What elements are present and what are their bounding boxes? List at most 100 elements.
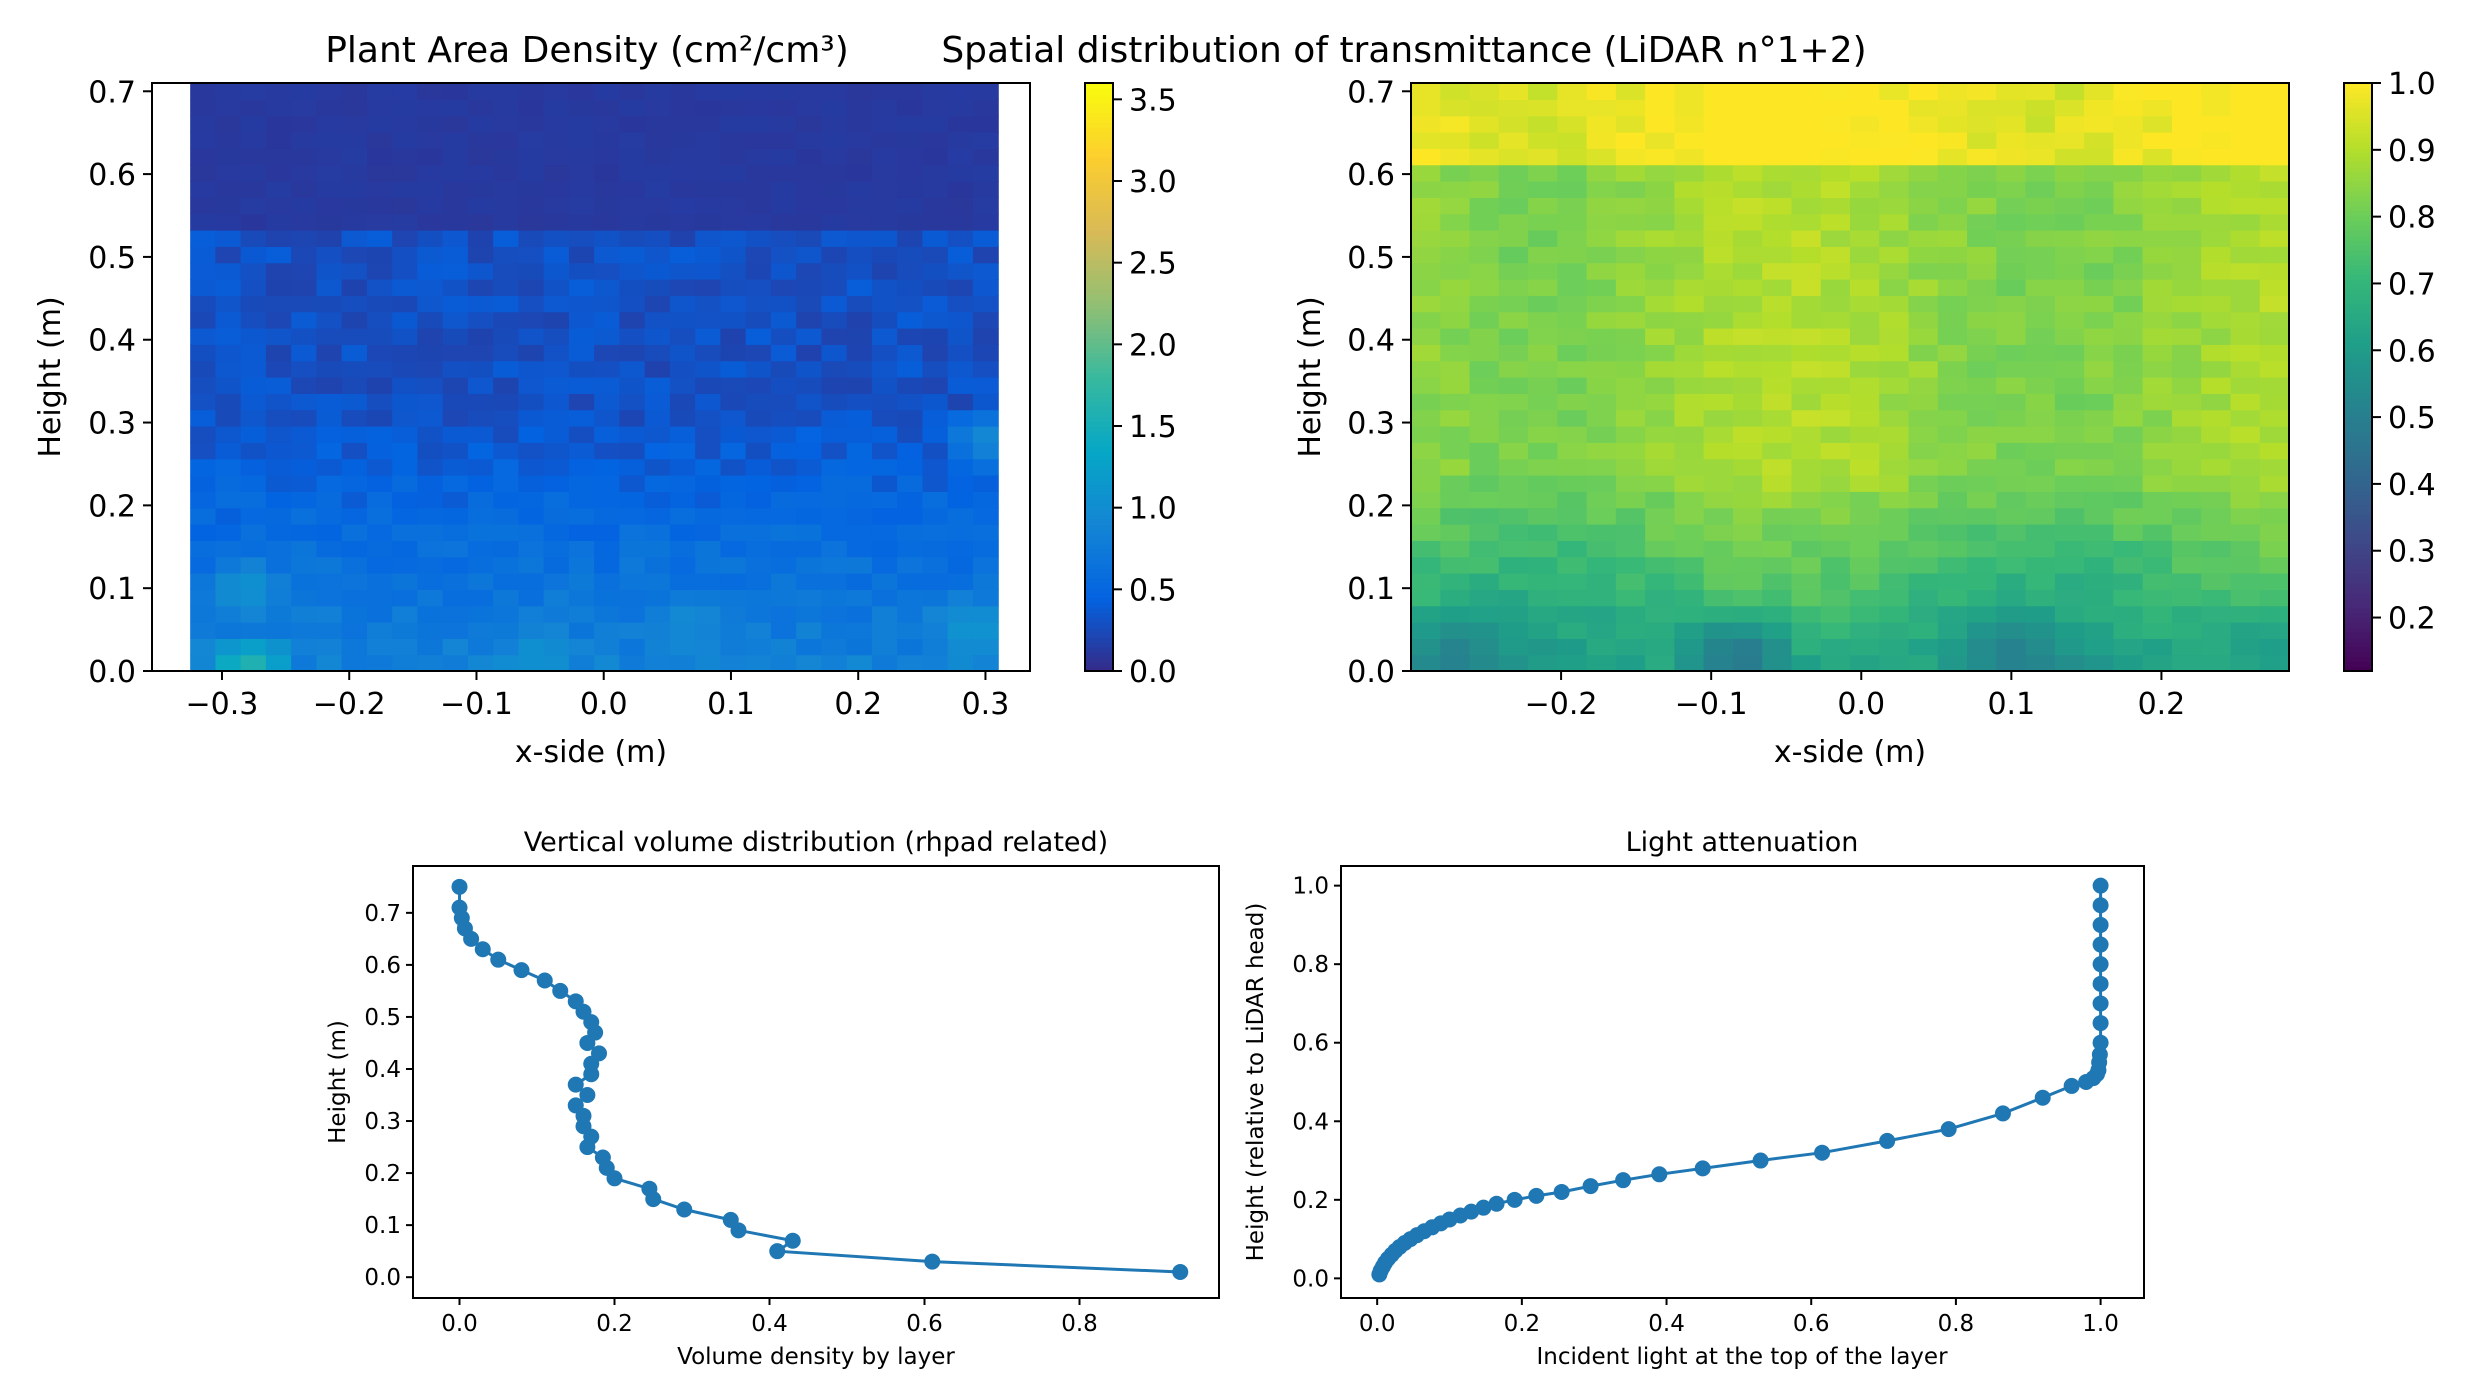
- heatmap-cell: [265, 491, 292, 509]
- heatmap-cell: [2259, 132, 2290, 149]
- heatmap-cell: [2084, 328, 2114, 345]
- heatmap-cell: [417, 491, 444, 509]
- heatmap-cell: [2025, 638, 2056, 656]
- heatmap-cell: [821, 115, 848, 133]
- colorbar-segment: [2344, 489, 2372, 496]
- heatmap-cell: [341, 181, 368, 198]
- heatmap-cell: [2259, 426, 2290, 443]
- heatmap-cell: [669, 540, 696, 558]
- heatmap-cell: [1411, 360, 1441, 378]
- y-tick-label: 0.4: [1347, 324, 1395, 359]
- heatmap-cell: [366, 556, 393, 574]
- heatmap-cell: [1937, 573, 1968, 590]
- heatmap-cell: [1850, 654, 1880, 672]
- heatmap-cell: [922, 344, 949, 362]
- heatmap-cell: [2084, 409, 2114, 427]
- heatmap-cell: [972, 540, 999, 558]
- heatmap-cell: [1762, 491, 1793, 509]
- heatmap-cell: [1908, 99, 1939, 117]
- heatmap-cell: [240, 344, 267, 362]
- heatmap-cell: [1586, 409, 1617, 427]
- heatmap-cell: [1908, 426, 1939, 443]
- heatmap-cell: [669, 262, 696, 280]
- heatmap-cell: [341, 164, 368, 182]
- heatmap-cell: [366, 442, 393, 460]
- heatmap-cell: [2259, 540, 2290, 558]
- colorbar-segment: [1085, 592, 1113, 599]
- y-tick-label: 0.7: [1347, 75, 1395, 110]
- heatmap-cell: [1469, 311, 1500, 329]
- heatmap-cell: [2054, 279, 2085, 296]
- heatmap-cell: [1996, 344, 2027, 362]
- heatmap-cell: [366, 197, 393, 215]
- heatmap-cell: [265, 132, 292, 149]
- heatmap-cell: [341, 393, 368, 411]
- heatmap-cell: [821, 589, 848, 607]
- heatmap-cell: [2171, 409, 2202, 427]
- heatmap-cell: [392, 115, 419, 133]
- heatmap-cell: [821, 638, 848, 656]
- heatmap-cell: [341, 132, 368, 149]
- heatmap-cell: [316, 230, 343, 247]
- heatmap-cell: [720, 164, 747, 182]
- heatmap-cell: [215, 360, 242, 378]
- heatmap-cell: [1850, 115, 1880, 133]
- colorbar-segment: [1085, 528, 1113, 535]
- heatmap-cell: [619, 279, 646, 296]
- heatmap-cell: [1791, 491, 1822, 509]
- y-tick-label: 0.2: [1292, 1188, 1329, 1214]
- heatmap-cell: [2084, 573, 2114, 590]
- heatmap-cell: [493, 148, 520, 166]
- colorbar-segment: [2344, 377, 2372, 383]
- heatmap-cell: [1732, 458, 1763, 476]
- heatmap-cell: [568, 115, 595, 133]
- heatmap-cell: [594, 638, 621, 656]
- heatmap-cell: [1498, 311, 1529, 329]
- heatmap-cell: [1586, 360, 1617, 378]
- heatmap-cell: [1674, 230, 1705, 247]
- heatmap-cell: [1674, 344, 1705, 362]
- heatmap-cell: [1586, 377, 1617, 394]
- heatmap-cell: [568, 197, 595, 215]
- heatmap-cell: [1732, 540, 1763, 558]
- heatmap-cell: [720, 360, 747, 378]
- heatmap-cell: [1850, 622, 1880, 639]
- heatmap-cell: [644, 458, 671, 476]
- heatmap-cell: [821, 622, 848, 639]
- heatmap-cell: [240, 442, 267, 460]
- heatmap-cell: [366, 540, 393, 558]
- heatmap-cell: [2113, 540, 2144, 558]
- heatmap-cell: [972, 279, 999, 296]
- heatmap-cell: [846, 475, 873, 492]
- heatmap-cell: [2142, 573, 2173, 590]
- heatmap-cell: [1528, 377, 1558, 394]
- heatmap-cell: [190, 491, 217, 509]
- heatmap-cell: [821, 426, 848, 443]
- heatmap-cell: [2054, 148, 2085, 166]
- heatmap-cell: [1791, 344, 1822, 362]
- heatmap-cell: [1703, 262, 1734, 280]
- heatmap-cell: [2171, 213, 2202, 231]
- heatmap-cell: [1762, 181, 1793, 198]
- colorbar-segment: [2344, 308, 2372, 315]
- heatmap-cell: [291, 638, 318, 656]
- chart3-ylabel: Height (m): [325, 1020, 351, 1144]
- heatmap-cell: [1528, 638, 1558, 656]
- heatmap-cell: [871, 360, 898, 378]
- colorbar-segment: [1085, 244, 1113, 251]
- heatmap-cell: [1615, 148, 1646, 166]
- heatmap-cell: [922, 491, 949, 509]
- heatmap-cell: [2230, 328, 2261, 345]
- heatmap-cell: [922, 409, 949, 427]
- chart3-series: [451, 878, 1189, 1280]
- x-tick-label: 0.4: [1648, 1311, 1685, 1337]
- heatmap-cell: [1528, 507, 1558, 525]
- heatmap-cell: [1996, 262, 2027, 280]
- data-point: [1994, 1105, 2011, 1122]
- heatmap-cell: [1732, 213, 1763, 231]
- heatmap-cell: [1440, 197, 1471, 215]
- heatmap-cell: [2054, 311, 2085, 329]
- heatmap-cell: [568, 328, 595, 345]
- heatmap-cell: [493, 442, 520, 460]
- heatmap-cell: [972, 622, 999, 639]
